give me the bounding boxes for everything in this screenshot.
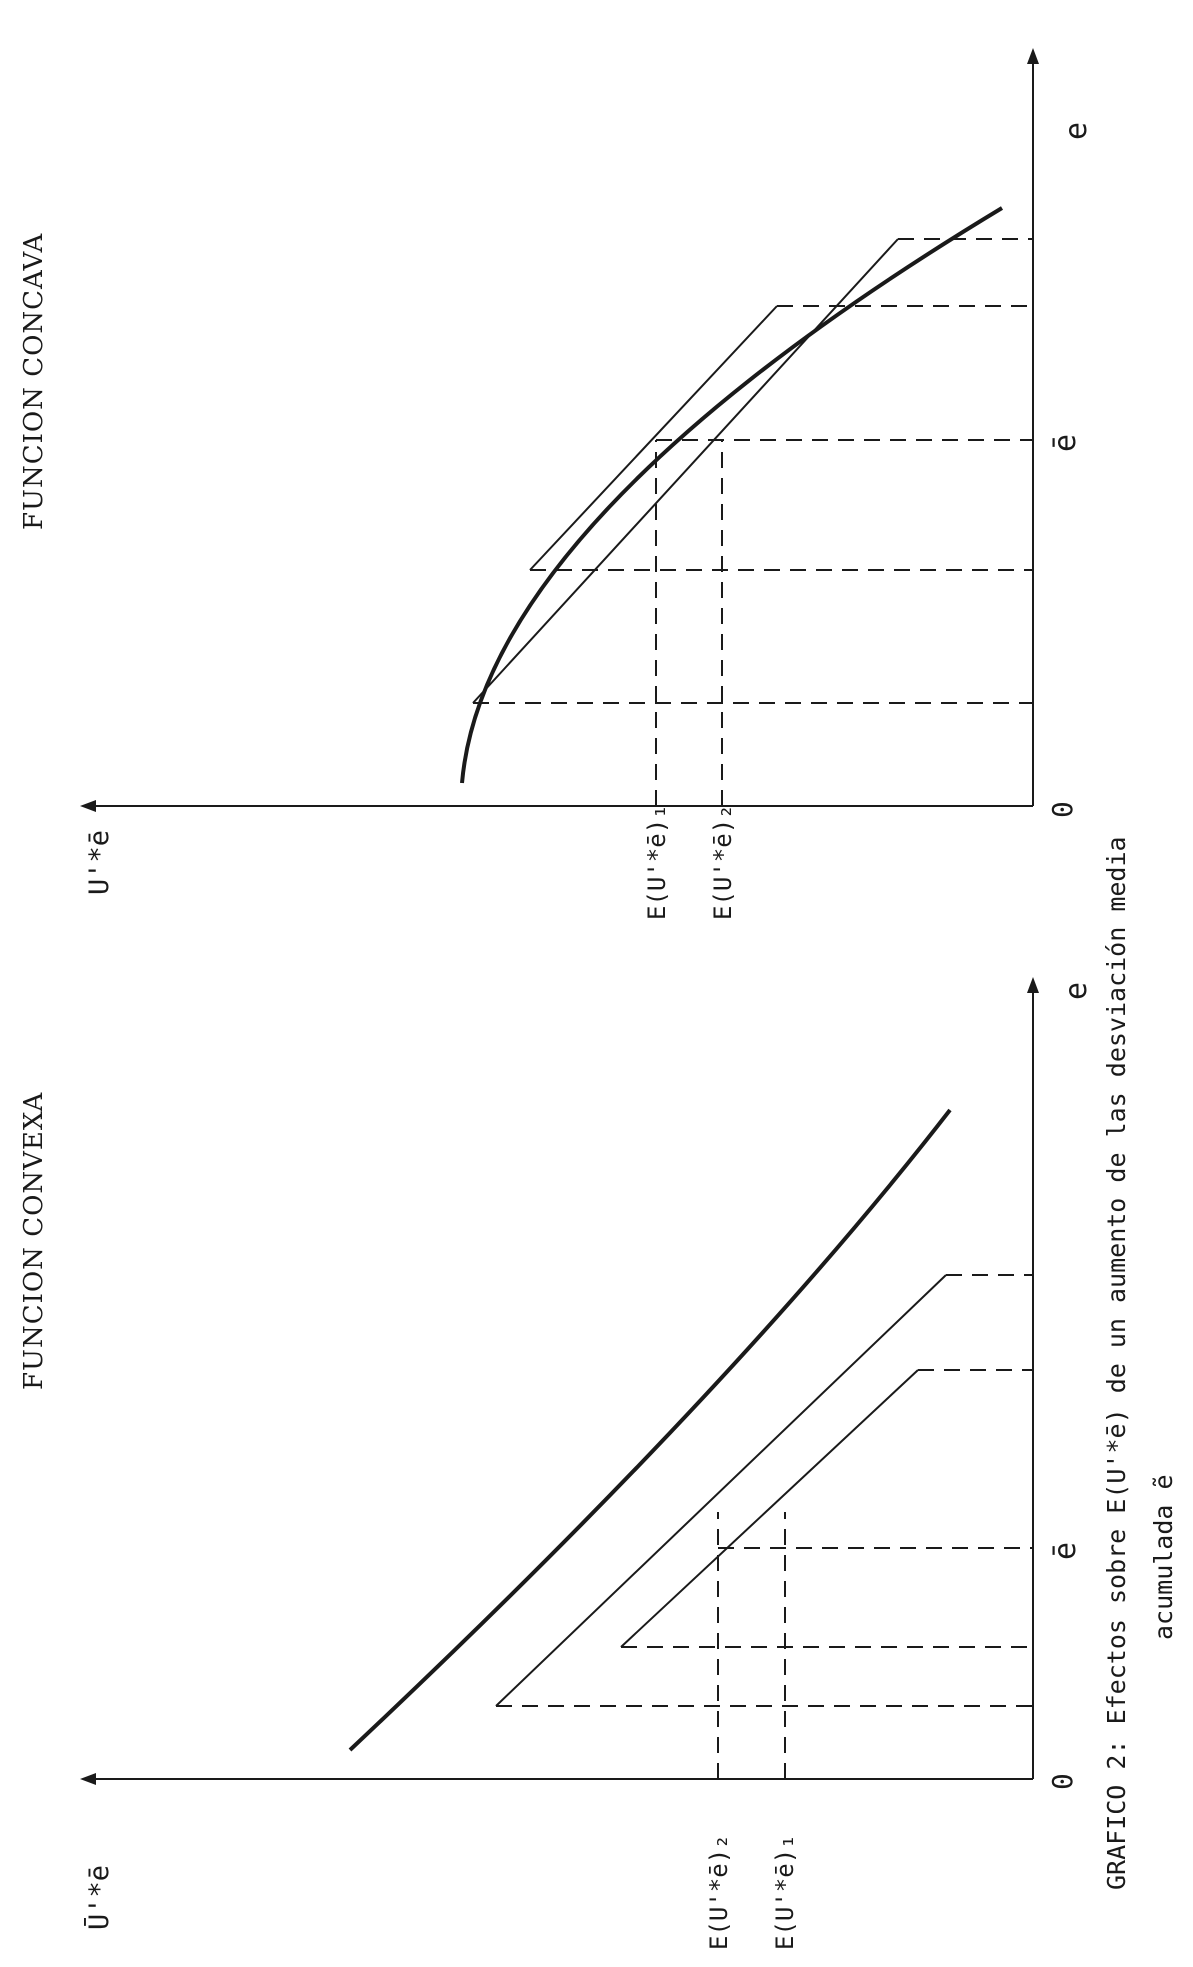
convex-inner-chord <box>620 1369 919 1648</box>
convex-x-axis-label: e <box>1059 982 1094 1000</box>
convex-curve <box>348 1108 952 1752</box>
figure-caption-line-2: acumulada ẽ <box>1149 1474 1178 1640</box>
convex-y-axis-arrow <box>80 1773 96 1785</box>
concave-mean-label: ē <box>1048 434 1083 452</box>
convex-dashed-lines <box>496 1274 1033 1779</box>
convex-outer-chord <box>495 1274 947 1707</box>
concave-title: FUNCION CONCAVA <box>19 232 49 530</box>
convex-y-axis-label: Ū'*ē <box>84 1865 115 1930</box>
panel-convex <box>80 977 1039 1785</box>
concave-x-axis-label: e <box>1059 122 1094 140</box>
concave-inner-chord <box>529 305 778 571</box>
convex-x-axis-arrow <box>1027 977 1039 993</box>
convex-origin-label: 0 <box>1046 1773 1079 1790</box>
concave-expectation-label-1: E(U'*ē)₁ <box>643 804 671 920</box>
convex-expectation-label-2: E(U'*ē)₂ <box>705 1834 733 1950</box>
convex-mean-label: ē <box>1048 1542 1083 1560</box>
concave-expectation-label-2: E(U'*ē)₂ <box>709 804 737 920</box>
concave-dashed-lines <box>473 238 1033 806</box>
concave-x-axis-arrow <box>1027 48 1039 64</box>
convex-title: FUNCION CONVEXA <box>19 1092 49 1390</box>
concave-y-axis-arrow <box>80 800 96 812</box>
convex-expectation-label-1: E(U'*ē)₁ <box>771 1834 799 1950</box>
concave-origin-label: 0 <box>1046 801 1079 818</box>
concave-curve <box>460 206 1004 784</box>
figure-caption-line-1: GRAFICO 2: Efectos sobre E(U'*ē) de un a… <box>1102 836 1131 1890</box>
concave-y-axis-label: U'*ē <box>84 830 115 895</box>
panel-concave <box>80 48 1039 812</box>
concave-outer-chord <box>472 238 899 704</box>
